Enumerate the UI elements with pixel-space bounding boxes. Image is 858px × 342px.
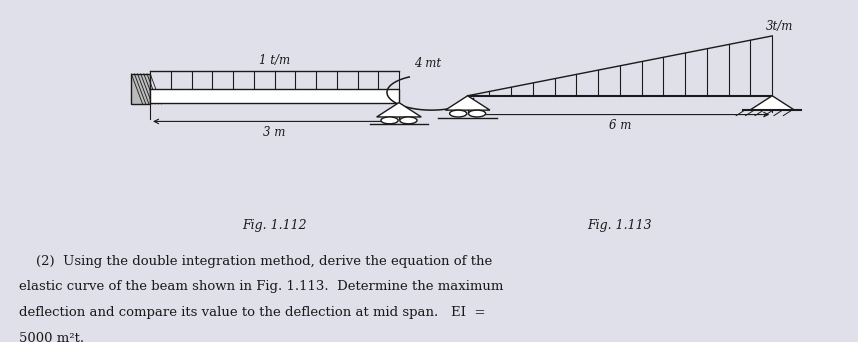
Circle shape [400, 117, 417, 124]
Polygon shape [445, 96, 490, 110]
Bar [131, 74, 150, 104]
Text: 6 m: 6 m [608, 119, 631, 132]
Text: 1 t/m: 1 t/m [259, 54, 290, 67]
Polygon shape [750, 96, 795, 110]
Circle shape [450, 110, 467, 117]
Text: 3 m: 3 m [263, 126, 286, 139]
Polygon shape [377, 103, 421, 117]
Text: Fig. 1.112: Fig. 1.112 [242, 219, 307, 232]
Bar [150, 89, 399, 103]
Text: 5000 m²t.: 5000 m²t. [19, 332, 84, 342]
Text: elastic curve of the beam shown in Fig. 1.113.  Determine the maximum: elastic curve of the beam shown in Fig. … [19, 280, 504, 293]
Text: deflection and compare its value to the deflection at mid span.   EI  =: deflection and compare its value to the … [19, 306, 486, 319]
Text: (2)  Using the double integration method, derive the equation of the: (2) Using the double integration method,… [19, 255, 492, 268]
Text: 4 mt: 4 mt [414, 57, 441, 70]
Circle shape [468, 110, 486, 117]
Text: 3t/m: 3t/m [765, 20, 793, 33]
Text: Fig. 1.113: Fig. 1.113 [588, 219, 652, 232]
Circle shape [381, 117, 398, 124]
